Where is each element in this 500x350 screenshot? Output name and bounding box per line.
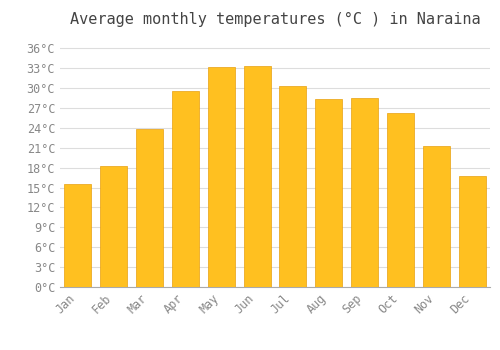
Bar [172, 91, 199, 287]
Bar [64, 184, 92, 287]
Bar [280, 86, 306, 287]
Bar [208, 67, 234, 287]
Bar [458, 176, 485, 287]
Bar [351, 98, 378, 287]
Bar [423, 146, 450, 287]
Bar [136, 128, 163, 287]
Bar [316, 99, 342, 287]
Title: Average monthly temperatures (°C ) in Naraina: Average monthly temperatures (°C ) in Na… [70, 12, 480, 27]
Bar [387, 113, 414, 287]
Bar [100, 166, 127, 287]
Bar [244, 65, 270, 287]
